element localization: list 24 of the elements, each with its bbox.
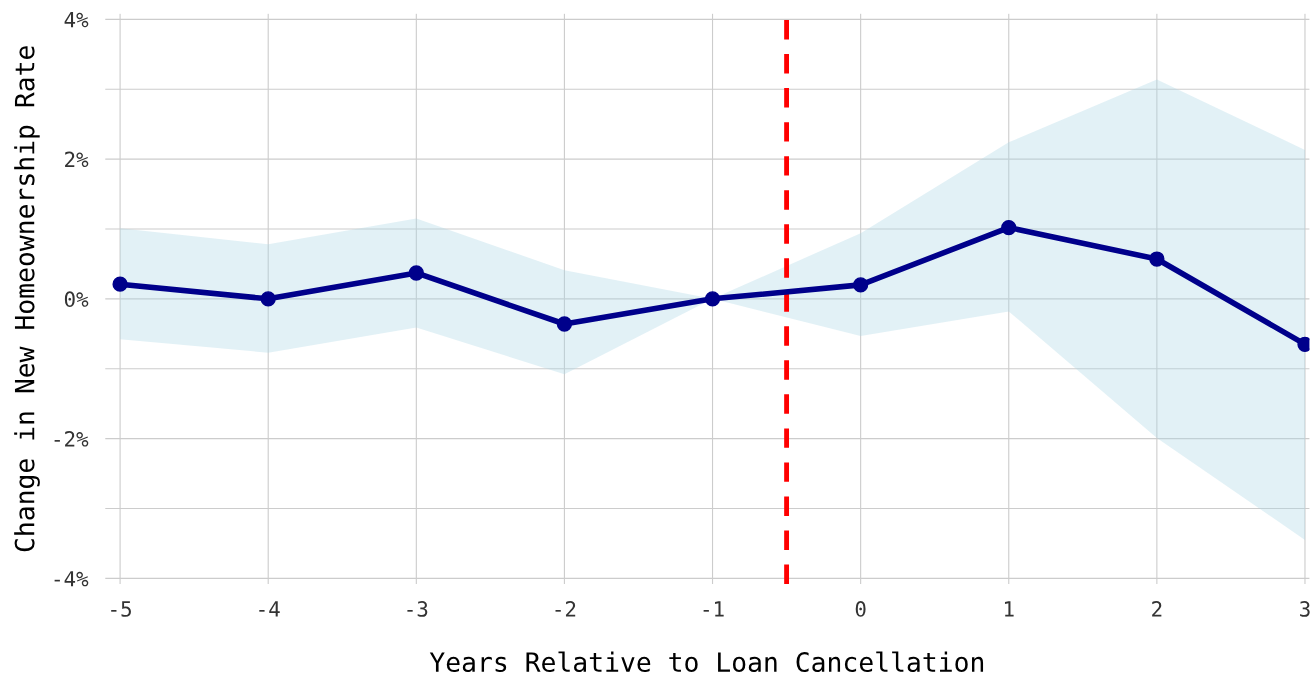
- point: [556, 316, 573, 332]
- x-tick-label: 3: [1300, 601, 1310, 617]
- x-tick-label: -2: [555, 601, 576, 617]
- x-tick-label: -1: [703, 601, 724, 617]
- point: [408, 265, 424, 281]
- point: [1001, 219, 1017, 236]
- x-tick-label: 2: [1152, 601, 1162, 617]
- y-tick-label: -2%: [54, 431, 89, 447]
- point: [260, 291, 276, 307]
- y-tick-label: 2%: [65, 151, 89, 168]
- y-tick-label: -4%: [54, 571, 89, 587]
- point: [112, 276, 128, 292]
- x-tick-label: 1: [1004, 601, 1014, 617]
- x-tick-label: -5: [111, 601, 131, 617]
- point: [704, 291, 721, 307]
- x-tick-label: -4: [259, 601, 280, 617]
- y-tick-label: 0%: [64, 291, 89, 308]
- x-axis-title: Years Relative to Loan Cancellation: [429, 651, 984, 673]
- point: [853, 277, 869, 293]
- x-tick-label: 0: [855, 601, 866, 617]
- y-tick-label: 4%: [64, 12, 89, 28]
- x-tick-label: -3: [407, 601, 428, 617]
- y-axis-title: Change in New Homeownership Rate: [14, 46, 40, 552]
- point: [1149, 251, 1165, 267]
